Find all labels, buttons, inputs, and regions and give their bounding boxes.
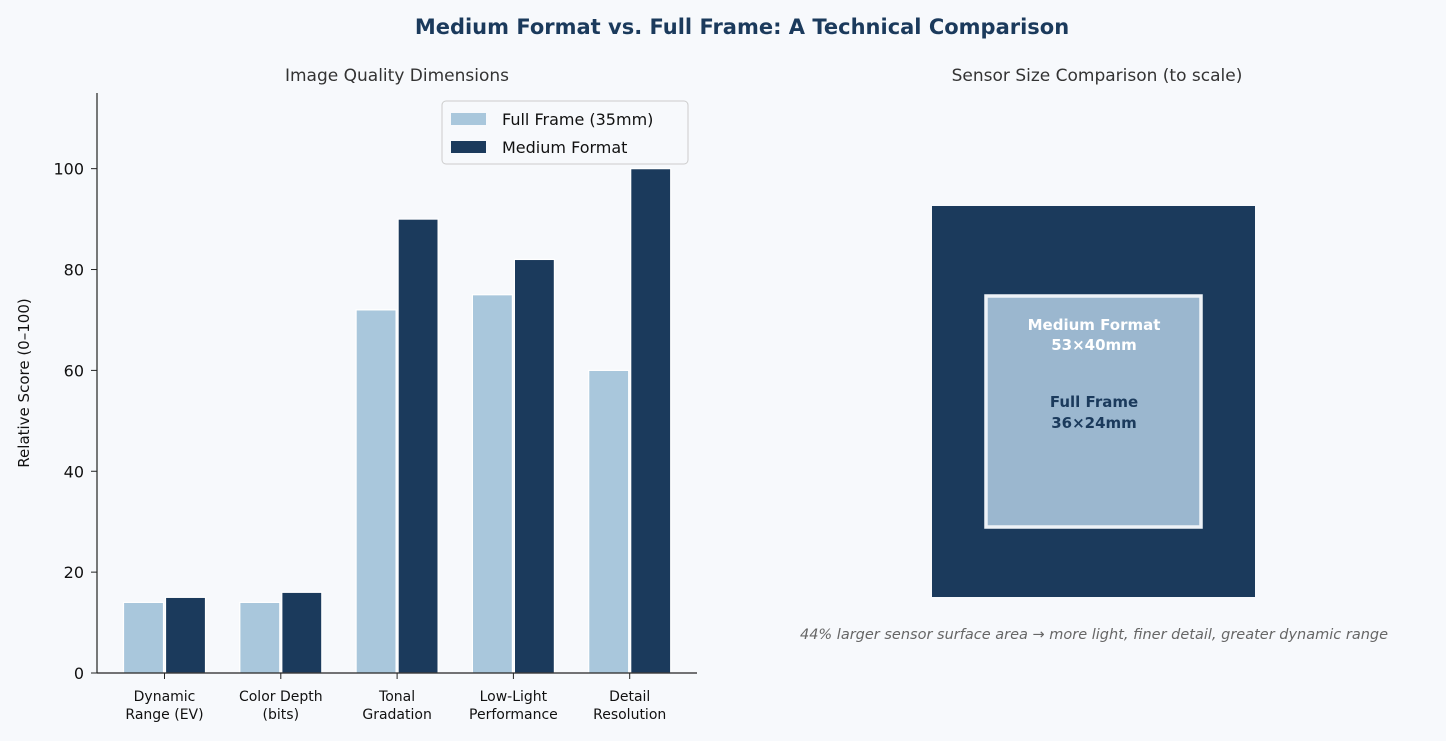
legend-swatch-full-frame	[451, 113, 486, 125]
bar-medium-format	[513, 258, 556, 674]
y-axis-label: Relative Score (0–100)	[15, 298, 33, 467]
bars	[122, 168, 672, 674]
medium-format-size: 53×40mm	[1051, 336, 1137, 354]
x-ticks: Dynamic Range (EV) Color Depth (bits) Tonal G…	[125, 673, 666, 723]
bar-full-frame	[122, 601, 165, 674]
x-tick-label: Tonal	[378, 689, 415, 705]
bar-full-frame	[471, 294, 513, 674]
full-frame-label: Full Frame	[1050, 393, 1138, 411]
full-frame-size: 36×24mm	[1051, 414, 1137, 432]
x-tick-label: (bits)	[263, 707, 299, 723]
legend: Full Frame (35mm) Medium Format	[441, 100, 689, 165]
x-tick-label: Range (EV)	[125, 707, 203, 723]
x-tick-label: Color Depth	[239, 689, 323, 705]
x-tick-label: Gradation	[362, 707, 431, 723]
x-tick-label: Resolution	[593, 707, 666, 723]
y-ticks: 0 20 40 60 80 100	[53, 160, 97, 683]
bar-full-frame	[588, 369, 630, 674]
bar-medium-format	[397, 218, 439, 674]
x-tick-label: Detail	[609, 689, 650, 705]
y-tick-label: 40	[64, 462, 84, 481]
legend-swatch-medium-format	[451, 141, 486, 153]
y-tick-label: 20	[64, 563, 84, 582]
bar-full-frame	[239, 601, 281, 674]
legend-label-full-frame: Full Frame (35mm)	[502, 110, 653, 129]
x-tick-label: Dynamic	[134, 689, 196, 705]
y-tick-label: 0	[74, 664, 84, 683]
bar-medium-format	[630, 168, 672, 674]
full-frame-sensor	[984, 294, 1203, 529]
y-tick-label: 100	[53, 160, 84, 179]
y-tick-label: 80	[64, 261, 84, 280]
sensor-title: Sensor Size Comparison (to scale)	[952, 66, 1243, 86]
sensor-note: 44% larger sensor surface area → more li…	[800, 627, 1388, 643]
legend-box	[441, 100, 689, 165]
bar-full-frame	[355, 309, 397, 674]
figure-title: Medium Format vs. Full Frame: A Technica…	[415, 15, 1069, 39]
x-tick-label: Low-Light	[480, 689, 548, 705]
bar-medium-format	[281, 591, 323, 674]
y-tick-label: 60	[64, 361, 84, 380]
medium-format-label: Medium Format	[1028, 316, 1161, 334]
legend-label-medium-format: Medium Format	[502, 138, 627, 157]
bar-medium-format	[164, 596, 207, 674]
x-tick-label: Performance	[469, 707, 558, 723]
bar-chart-title: Image Quality Dimensions	[285, 66, 509, 86]
